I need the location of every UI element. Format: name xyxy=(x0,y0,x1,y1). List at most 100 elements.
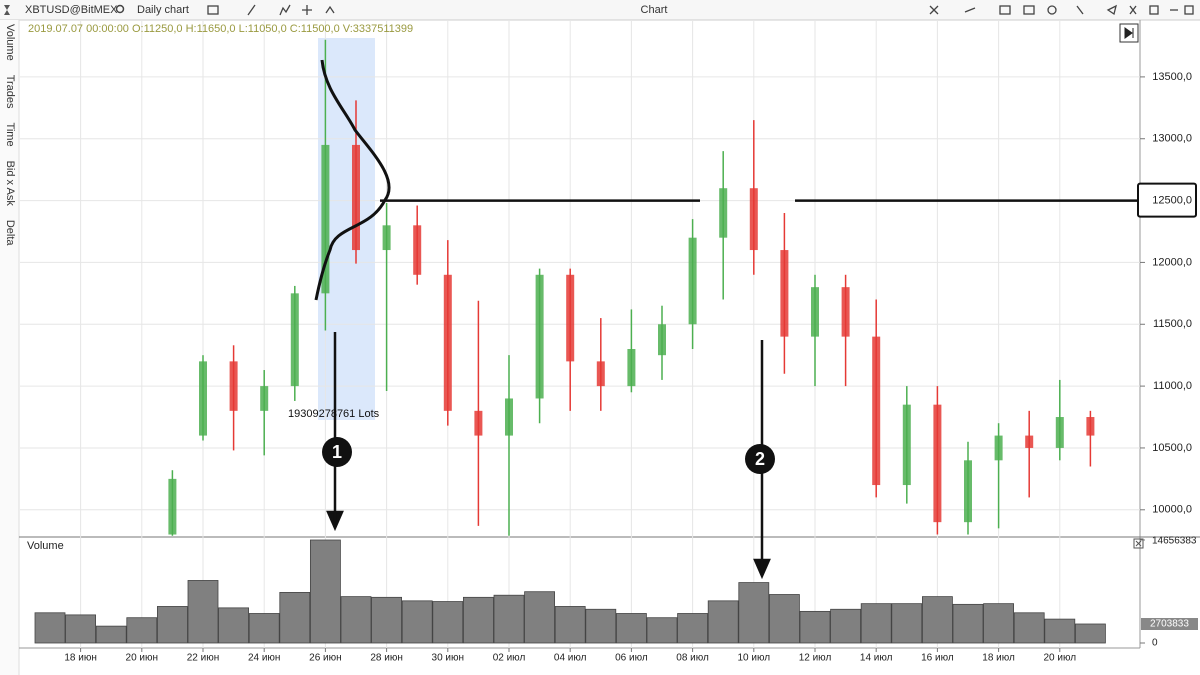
volume-bar xyxy=(493,594,525,644)
volume-bar xyxy=(707,600,739,644)
volume-bar xyxy=(891,603,923,644)
volume-bar xyxy=(738,582,770,644)
candle-body xyxy=(535,274,544,399)
volume-bar xyxy=(34,612,66,644)
volume-bar xyxy=(1044,618,1076,644)
last-value-label: 2703833 xyxy=(1150,619,1189,630)
marker-label: 2 xyxy=(755,449,765,469)
volume-bar xyxy=(248,613,280,644)
pane-close-button[interactable] xyxy=(1133,538,1144,549)
search-icon[interactable] xyxy=(115,4,125,14)
volume-bar xyxy=(799,610,831,644)
marker-1 xyxy=(322,437,352,467)
candle-body xyxy=(994,435,1003,461)
candle-body xyxy=(443,274,452,411)
candle-body xyxy=(902,404,911,486)
x-tick-label: 20 июл xyxy=(1043,653,1076,664)
volume-bar xyxy=(218,607,250,644)
volume-bar xyxy=(126,617,158,644)
volume-bar xyxy=(371,596,403,644)
candle-body xyxy=(811,287,819,337)
x-tick-label: 22 июн xyxy=(187,653,220,664)
toolbar-icons[interactable] xyxy=(207,4,1194,16)
candle-body xyxy=(1055,417,1064,448)
volume-tick-label: 14656383 xyxy=(1152,536,1197,547)
volume-profile-curve xyxy=(314,59,391,301)
volume-bar xyxy=(830,608,861,644)
x-tick-label: 12 июл xyxy=(799,653,832,664)
candle-body xyxy=(933,404,942,523)
y-tick-label: 12000,0 xyxy=(1152,256,1192,268)
marker-2 xyxy=(745,444,775,474)
side-tab[interactable]: Trades xyxy=(4,75,16,109)
x-tick-label: 02 июл xyxy=(493,653,526,664)
side-panel xyxy=(0,20,19,675)
candle-body xyxy=(505,398,513,436)
volume-bar xyxy=(187,580,219,644)
candle-body xyxy=(474,410,483,436)
candle-body xyxy=(627,349,636,387)
y-tick-label: 11500,0 xyxy=(1153,318,1192,330)
x-tick-label: 20 июн xyxy=(126,653,159,664)
symbol[interactable]: XBTUSD@BitMEX xyxy=(25,4,118,16)
total-lots-label: 19309278761 Lots xyxy=(288,408,380,420)
volume-bar xyxy=(616,613,647,644)
x-tick-label: 30 июн xyxy=(432,653,465,664)
volume-bar xyxy=(524,591,555,644)
volume-bar xyxy=(585,608,617,644)
volume-bar xyxy=(646,617,678,644)
candle-body xyxy=(413,225,422,275)
volume-bar xyxy=(1075,623,1106,644)
volume-bar xyxy=(279,592,311,644)
app-icon[interactable] xyxy=(4,5,10,15)
arrow-1 xyxy=(326,332,344,532)
candle-body xyxy=(321,144,330,294)
last-value-box xyxy=(1141,617,1198,630)
candle-body xyxy=(352,144,360,251)
volume-bar xyxy=(95,625,127,644)
x-tick-label: 14 июл xyxy=(860,653,893,664)
window-title: Chart xyxy=(641,4,668,16)
y-tick-label: 10500,0 xyxy=(1152,442,1192,454)
volume-bar xyxy=(432,601,464,644)
candle-body xyxy=(688,237,697,325)
candle-body xyxy=(841,287,850,337)
candle-body xyxy=(719,188,728,238)
y-tick-label: 13500,0 xyxy=(1152,71,1192,83)
volume-bar xyxy=(554,606,586,644)
volume-bar xyxy=(677,613,708,644)
candle-body xyxy=(260,386,269,411)
side-tab[interactable]: Bid x Ask xyxy=(4,161,16,207)
volume-bar xyxy=(65,614,96,644)
candle-body xyxy=(964,460,972,523)
x-tick-label: 08 июл xyxy=(676,653,709,664)
candle-body xyxy=(1025,435,1034,448)
x-tick-label: 04 июл xyxy=(554,653,587,664)
volume-bar xyxy=(462,596,494,644)
candle-body xyxy=(566,274,575,362)
candle-body xyxy=(872,336,881,486)
volume-bar xyxy=(860,603,892,644)
y-tick-label: 11000,0 xyxy=(1153,380,1192,392)
x-tick-label: 06 июл xyxy=(615,653,648,664)
candle-body xyxy=(780,250,789,337)
x-tick-label: 18 июл xyxy=(982,653,1015,664)
y-tick-label: 12500,0 xyxy=(1152,194,1192,206)
x-tick-label: 24 июн xyxy=(248,653,281,664)
side-tab[interactable]: Volume xyxy=(4,24,16,61)
side-tab[interactable]: Time xyxy=(4,123,16,147)
pane-close-icon xyxy=(1135,540,1142,547)
pane-title: Volume xyxy=(27,540,64,552)
y-tick-label: 13000,0 xyxy=(1152,133,1192,145)
side-tab[interactable]: Delta xyxy=(4,220,16,247)
toolbar xyxy=(0,0,1200,20)
candle-body xyxy=(168,478,177,535)
timeframe[interactable]: Daily chart xyxy=(137,4,189,16)
volume-bar xyxy=(922,596,953,644)
candle-body xyxy=(199,361,207,436)
scroll-end-icon xyxy=(1124,27,1134,39)
volume-bar xyxy=(309,539,341,644)
x-tick-label: 10 июл xyxy=(737,653,770,664)
